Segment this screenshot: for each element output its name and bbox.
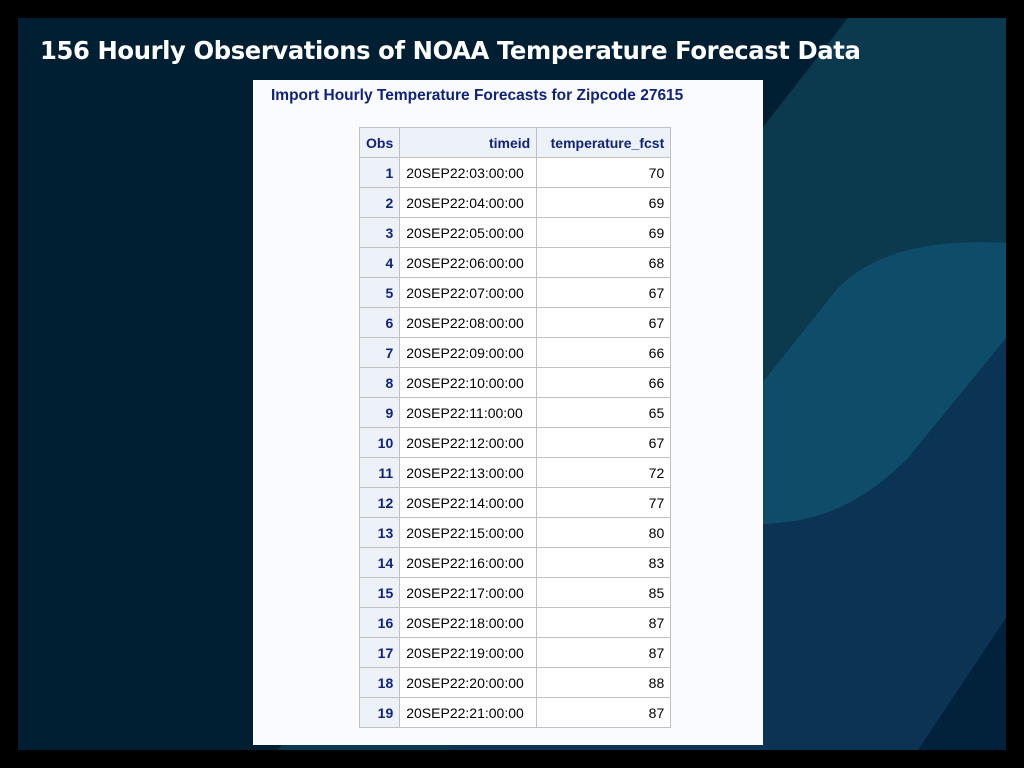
table-header-row: Obs timeid temperature_fcst xyxy=(358,127,672,158)
slide-title: 156 Hourly Observations of NOAA Temperat… xyxy=(40,36,861,65)
obs-cell: 14 xyxy=(358,547,401,578)
timeid-cell: 20SEP22:06:00:00 xyxy=(399,247,538,278)
temperature-cell: 66 xyxy=(536,367,672,398)
timeid-cell: 20SEP22:13:00:00 xyxy=(399,457,538,488)
temperature-cell: 67 xyxy=(536,427,672,458)
timeid-cell: 20SEP22:18:00:00 xyxy=(399,607,538,638)
table-row: 3 20SEP22:05:00:00 69 xyxy=(358,217,672,248)
timeid-cell: 20SEP22:19:00:00 xyxy=(399,637,538,668)
table-row: 6 20SEP22:08:00:00 67 xyxy=(358,307,672,338)
temperature-cell: 66 xyxy=(536,337,672,368)
timeid-cell: 20SEP22:12:00:00 xyxy=(399,427,538,458)
data-table: Obs timeid temperature_fcst 1 20SEP22:03:… xyxy=(358,127,672,728)
column-header-temperature-fcst: temperature_fcst xyxy=(536,127,672,158)
obs-cell: 17 xyxy=(358,637,401,668)
table-row: 2 20SEP22:04:00:00 69 xyxy=(358,187,672,218)
table-row: 9 20SEP22:11:00:00 65 xyxy=(358,397,672,428)
obs-cell: 18 xyxy=(358,667,401,698)
timeid-cell: 20SEP22:05:00:00 xyxy=(399,217,538,248)
timeid-cell: 20SEP22:16:00:00 xyxy=(399,547,538,578)
obs-cell: 11 xyxy=(358,457,401,488)
timeid-cell: 20SEP22:14:00:00 xyxy=(399,487,538,518)
timeid-cell: 20SEP22:10:00:00 xyxy=(399,367,538,398)
table-row: 12 20SEP22:14:00:00 77 xyxy=(358,487,672,518)
table-row: 14 20SEP22:16:00:00 83 xyxy=(358,547,672,578)
timeid-cell: 20SEP22:20:00:00 xyxy=(399,667,538,698)
table-row: 15 20SEP22:17:00:00 85 xyxy=(358,577,672,608)
report-title: Import Hourly Temperature Forecasts for … xyxy=(271,87,684,104)
table-row: 8 20SEP22:10:00:00 66 xyxy=(358,367,672,398)
temperature-cell: 70 xyxy=(536,157,672,188)
obs-cell: 6 xyxy=(358,307,401,338)
timeid-cell: 20SEP22:08:00:00 xyxy=(399,307,538,338)
table-row: 13 20SEP22:15:00:00 80 xyxy=(358,517,672,548)
temperature-cell: 72 xyxy=(536,457,672,488)
obs-cell: 19 xyxy=(358,697,401,728)
timeid-cell: 20SEP22:17:00:00 xyxy=(399,577,538,608)
timeid-cell: 20SEP22:07:00:00 xyxy=(399,277,538,308)
timeid-cell: 20SEP22:15:00:00 xyxy=(399,517,538,548)
timeid-cell: 20SEP22:21:00:00 xyxy=(399,697,538,728)
temperature-cell: 77 xyxy=(536,487,672,518)
table-row: 18 20SEP22:20:00:00 88 xyxy=(358,667,672,698)
temperature-cell: 67 xyxy=(536,277,672,308)
report-panel: Import Hourly Temperature Forecasts for … xyxy=(253,80,763,745)
obs-cell: 15 xyxy=(358,577,401,608)
table-row: 1 20SEP22:03:00:00 70 xyxy=(358,157,672,188)
timeid-cell: 20SEP22:03:00:00 xyxy=(399,157,538,188)
temperature-cell: 88 xyxy=(536,667,672,698)
temperature-cell: 87 xyxy=(536,637,672,668)
column-header-timeid: timeid xyxy=(399,127,538,158)
table-row: 11 20SEP22:13:00:00 72 xyxy=(358,457,672,488)
table-row: 16 20SEP22:18:00:00 87 xyxy=(358,607,672,638)
obs-cell: 4 xyxy=(358,247,401,278)
column-header-obs: Obs xyxy=(358,127,401,158)
obs-cell: 13 xyxy=(358,517,401,548)
table-row: 5 20SEP22:07:00:00 67 xyxy=(358,277,672,308)
temperature-cell: 83 xyxy=(536,547,672,578)
temperature-cell: 68 xyxy=(536,247,672,278)
temperature-cell: 69 xyxy=(536,187,672,218)
table-row: 10 20SEP22:12:00:00 67 xyxy=(358,427,672,458)
obs-cell: 1 xyxy=(358,157,401,188)
temperature-cell: 87 xyxy=(536,607,672,638)
timeid-cell: 20SEP22:04:00:00 xyxy=(399,187,538,218)
obs-cell: 2 xyxy=(358,187,401,218)
temperature-cell: 80 xyxy=(536,517,672,548)
temperature-cell: 85 xyxy=(536,577,672,608)
temperature-cell: 69 xyxy=(536,217,672,248)
table-row: 19 20SEP22:21:00:00 87 xyxy=(358,697,672,728)
temperature-cell: 65 xyxy=(536,397,672,428)
timeid-cell: 20SEP22:09:00:00 xyxy=(399,337,538,368)
table-row: 17 20SEP22:19:00:00 87 xyxy=(358,637,672,668)
temperature-cell: 87 xyxy=(536,697,672,728)
obs-cell: 3 xyxy=(358,217,401,248)
obs-cell: 5 xyxy=(358,277,401,308)
obs-cell: 12 xyxy=(358,487,401,518)
slide: 156 Hourly Observations of NOAA Temperat… xyxy=(18,18,1006,750)
obs-cell: 9 xyxy=(358,397,401,428)
timeid-cell: 20SEP22:11:00:00 xyxy=(399,397,538,428)
obs-cell: 7 xyxy=(358,337,401,368)
table-row: 4 20SEP22:06:00:00 68 xyxy=(358,247,672,278)
obs-cell: 8 xyxy=(358,367,401,398)
table-row: 7 20SEP22:09:00:00 66 xyxy=(358,337,672,368)
obs-cell: 16 xyxy=(358,607,401,638)
obs-cell: 10 xyxy=(358,427,401,458)
temperature-cell: 67 xyxy=(536,307,672,338)
